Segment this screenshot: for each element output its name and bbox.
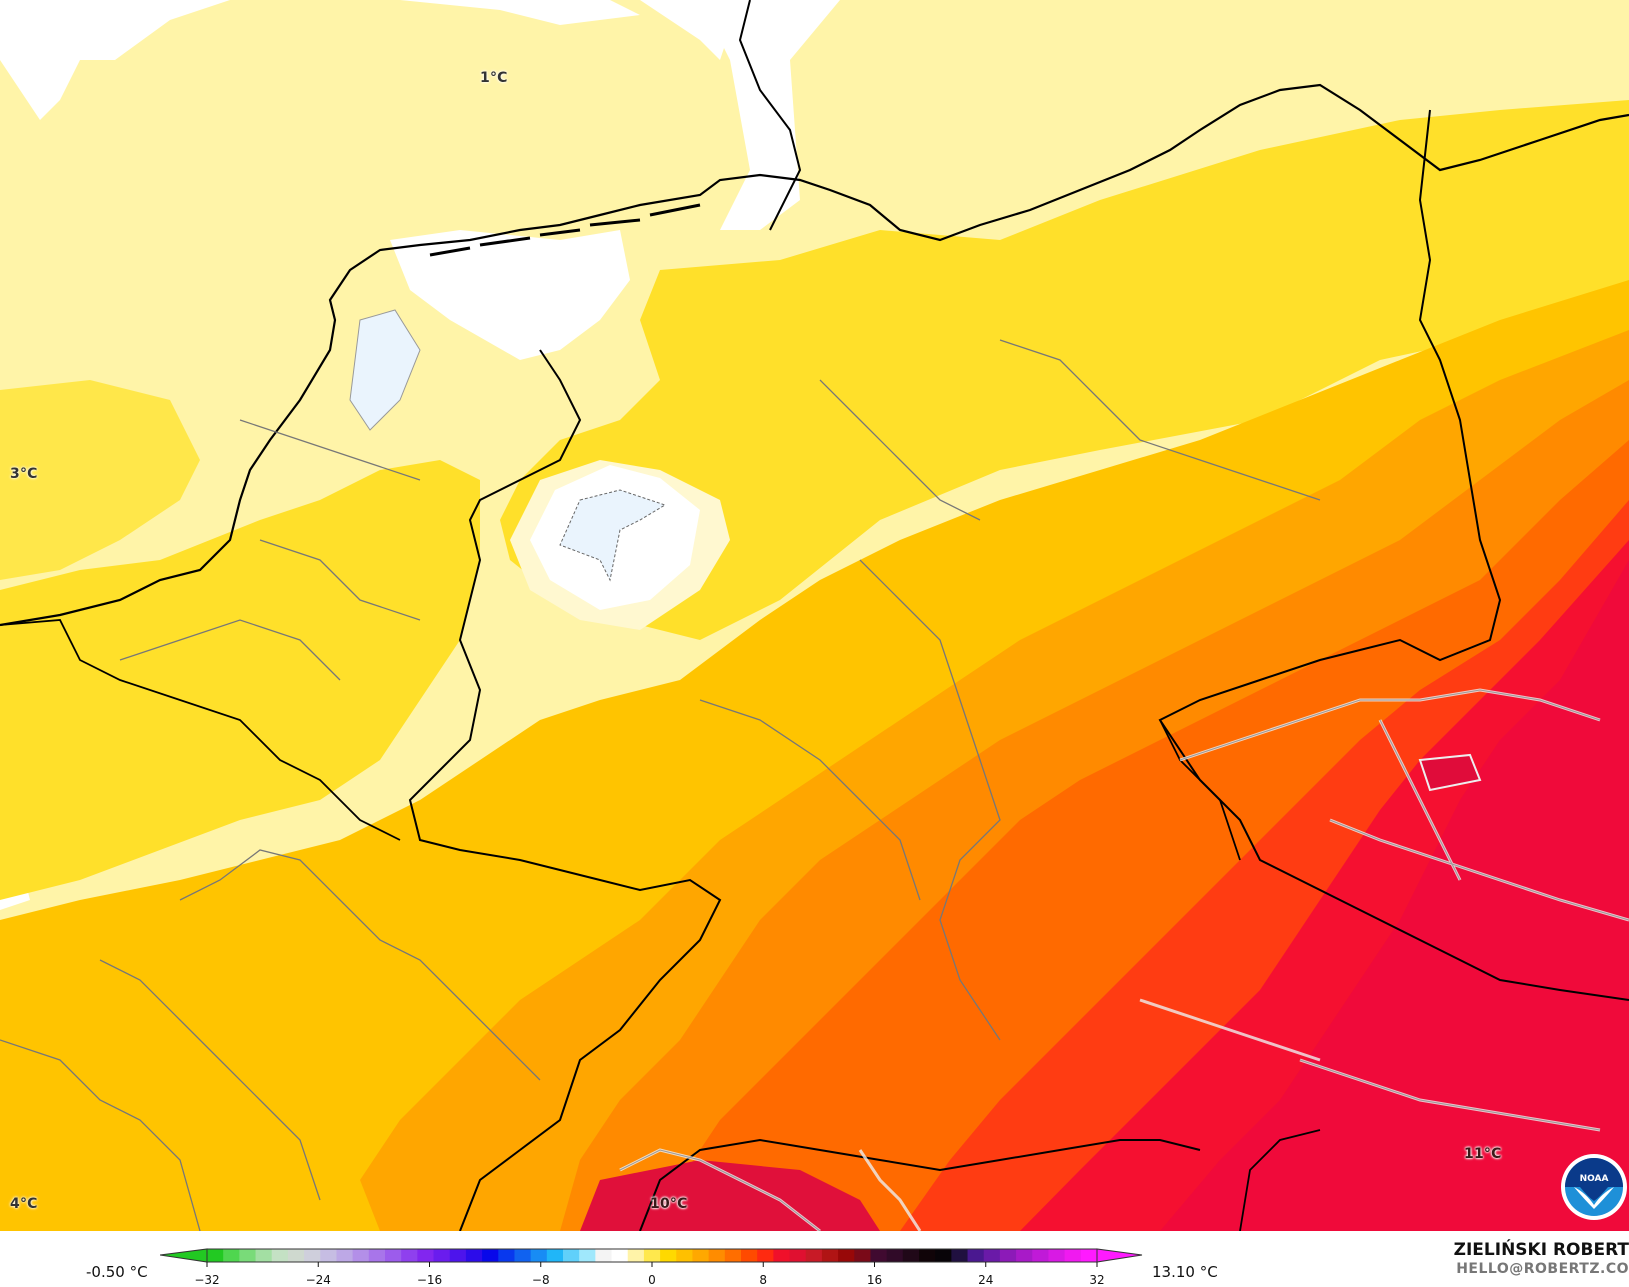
author-name: ZIELIŃSKI ROBERT (1453, 1240, 1629, 1260)
noaa-logo-icon: NOAA (1560, 1153, 1628, 1221)
temperature-label: 3°C (10, 466, 38, 482)
colorbar-tick-label: 32 (1089, 1273, 1105, 1287)
colorbar-tick-label: −16 (416, 1273, 443, 1287)
colorbar-legend: -0.50 °C −32 −24 −16 −8 0 8 16 24 32 13.10 °C ZI… (0, 1231, 1629, 1287)
colorbar-tick-label: 8 (759, 1273, 768, 1287)
colorbar-tick-label: −24 (305, 1273, 331, 1287)
temperature-label: 1°C (480, 70, 508, 86)
temperature-label: 4°C (10, 1196, 38, 1212)
colorbar-tick-label: 24 (978, 1273, 994, 1287)
colorbar-tick-label: 16 (866, 1273, 883, 1287)
max-value-label: 13.10 °C (1152, 1263, 1218, 1281)
colorbar (160, 1248, 1143, 1267)
temperature-field (0, 0, 1629, 1231)
author-email: HELLO@ROBERTZ.CO (1456, 1261, 1629, 1277)
colorbar-tick-label: 0 (648, 1273, 656, 1287)
colorbar-tick-label: −8 (531, 1273, 550, 1287)
temperature-label: 10°C (650, 1196, 688, 1212)
temperature-map: 1°C 3°C 4°C 10°C 11°C NOAA (0, 0, 1629, 1232)
min-value-label: -0.50 °C (86, 1263, 148, 1281)
svg-text:NOAA: NOAA (1580, 1174, 1609, 1184)
colorbar-tick-label: −32 (194, 1273, 220, 1287)
temperature-label: 11°C (1464, 1146, 1502, 1162)
